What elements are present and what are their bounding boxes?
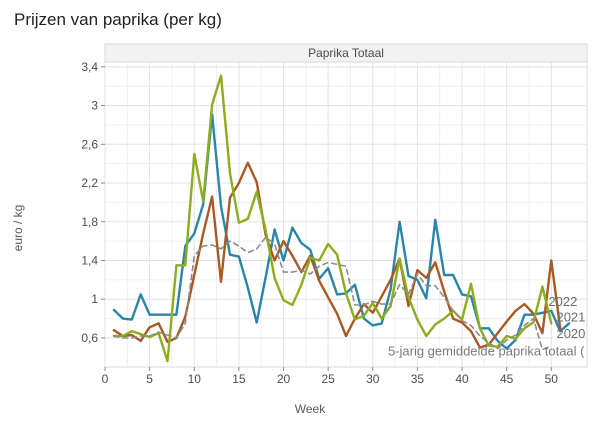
y-tick-label: 3,4 <box>81 60 98 74</box>
x-tick-label: 50 <box>545 372 559 386</box>
strip-label: Paprika Totaal <box>308 46 384 60</box>
x-tick-label: 45 <box>500 372 514 386</box>
x-tick-label: 20 <box>277 372 291 386</box>
x-tick-label: 35 <box>411 372 425 386</box>
x-tick-label: 25 <box>321 372 335 386</box>
series-line-5-jarig-gemiddelde-paprika-totaal <box>113 236 553 351</box>
axis-layer: 0,6 1 1,4 1,8 2,2 2,6 3 3,4 0 5 10 15 20 25 30 35 40 45 50 <box>81 60 558 386</box>
x-tick-label: 0 <box>102 372 109 386</box>
y-tick-label: 0,6 <box>81 331 98 345</box>
series-line-2022 <box>112 74 553 363</box>
plot-panel <box>104 61 588 368</box>
x-axis-label: Week <box>295 402 326 416</box>
x-tick-label: 10 <box>188 372 202 386</box>
x-tick-label: 15 <box>232 372 246 386</box>
y-axis-label: euro / kg <box>11 205 25 252</box>
grid <box>104 62 587 367</box>
x-tick-label: 30 <box>366 372 380 386</box>
x-tick-label: 40 <box>455 372 469 386</box>
chart-title: Prijzen van paprika (per kg) <box>14 10 222 29</box>
y-tick-label: 2,6 <box>81 137 98 151</box>
y-tick-label: 1 <box>91 292 98 306</box>
x-tick-label: 5 <box>146 372 153 386</box>
y-tick-label: 3 <box>91 99 98 113</box>
series-line-2020 <box>112 113 571 350</box>
series-end-label: 2021 <box>556 309 585 324</box>
series-end-label: 2020 <box>556 326 585 341</box>
y-tick-label: 2,2 <box>81 176 98 190</box>
series-end-label: 5-jarig gemiddelde paprika totaal ( <box>388 343 585 358</box>
y-tick-label: 1,4 <box>81 253 98 267</box>
y-tick-label: 1,8 <box>81 215 98 229</box>
series-end-label: 2022 <box>548 294 577 309</box>
